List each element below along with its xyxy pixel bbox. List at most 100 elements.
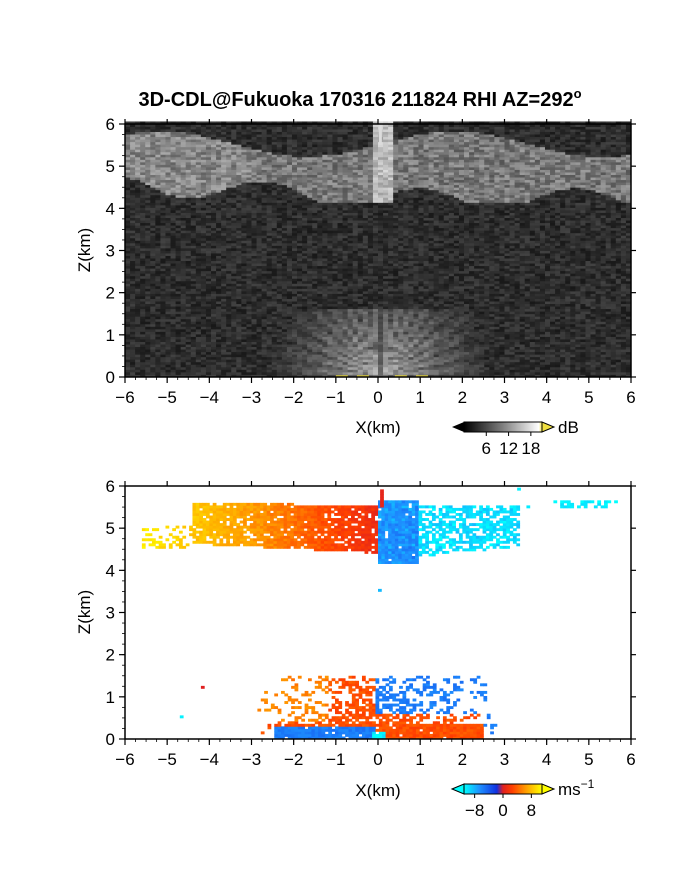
intensity-cell xyxy=(135,253,141,256)
intensity-cell xyxy=(185,151,192,155)
intensity-cell xyxy=(256,255,263,259)
intensity-cell xyxy=(160,371,166,375)
intensity-cell xyxy=(231,172,237,175)
intensity-cell xyxy=(165,346,171,350)
intensity-cell xyxy=(145,172,151,175)
intensity-cell xyxy=(327,247,333,251)
intensity-cell xyxy=(236,253,242,256)
intensity-cell xyxy=(170,202,176,206)
intensity-cell xyxy=(312,207,318,211)
intensity-cell xyxy=(332,301,338,305)
intensity-cell xyxy=(190,331,197,335)
intensity-cell xyxy=(135,301,141,305)
intensity-cell xyxy=(357,240,364,244)
intensity-cell xyxy=(205,258,212,262)
intensity-cell xyxy=(211,313,217,317)
intensity-cell xyxy=(286,222,293,226)
intensity-cell xyxy=(322,331,328,335)
intensity-cell xyxy=(155,192,161,196)
intensity-cell xyxy=(372,346,379,350)
intensity-cell xyxy=(145,161,151,165)
intensity-cell xyxy=(317,126,323,130)
intensity-cell xyxy=(165,187,171,191)
intensity-cell xyxy=(241,187,247,191)
intensity-cell xyxy=(170,134,176,138)
intensity-cell xyxy=(337,351,343,355)
intensity-cell xyxy=(251,275,257,279)
intensity-cell xyxy=(175,359,182,363)
intensity-cell xyxy=(195,204,202,208)
intensity-cell xyxy=(231,303,237,307)
intensity-cell xyxy=(170,275,176,279)
intensity-cell xyxy=(170,199,176,203)
intensity-cell xyxy=(170,341,176,345)
intensity-cell xyxy=(322,260,328,264)
intensity-cell xyxy=(256,359,263,363)
intensity-cell xyxy=(357,217,364,221)
intensity-cell xyxy=(357,351,364,355)
intensity-cell xyxy=(317,356,323,360)
intensity-cell xyxy=(190,230,197,234)
intensity-cell xyxy=(322,333,328,337)
intensity-cell xyxy=(236,131,242,135)
intensity-cell xyxy=(190,250,197,254)
intensity-cell xyxy=(332,344,338,348)
intensity-cell xyxy=(216,189,222,193)
intensity-cell xyxy=(256,151,263,155)
intensity-cell xyxy=(352,121,359,125)
intensity-cell xyxy=(150,288,156,292)
intensity-cell xyxy=(160,346,166,350)
intensity-cell xyxy=(332,323,338,327)
intensity-cell xyxy=(241,207,247,211)
intensity-cell xyxy=(281,167,288,170)
intensity-cell xyxy=(327,270,333,274)
intensity-cell xyxy=(241,351,247,355)
intensity-cell xyxy=(150,149,156,153)
intensity-cell xyxy=(362,192,369,196)
intensity-cell xyxy=(367,359,374,363)
intensity-cell xyxy=(297,217,303,221)
intensity-cell xyxy=(286,187,293,191)
intensity-cell xyxy=(185,202,192,206)
intensity-cell xyxy=(291,308,298,312)
intensity-cell xyxy=(180,232,187,236)
intensity-cell xyxy=(165,154,171,158)
intensity-cell xyxy=(261,210,268,213)
intensity-cell xyxy=(155,225,161,229)
intensity-cell xyxy=(327,308,333,312)
intensity-cell xyxy=(170,250,176,254)
intensity-cell xyxy=(236,124,242,127)
intensity-cell xyxy=(165,280,171,284)
intensity-cell xyxy=(145,192,151,196)
intensity-cell xyxy=(327,359,333,363)
intensity-cell xyxy=(297,134,303,138)
intensity-cell xyxy=(231,283,237,287)
intensity-cell xyxy=(246,290,252,294)
intensity-cell xyxy=(246,245,252,249)
intensity-cell xyxy=(312,161,318,165)
intensity-cell xyxy=(327,154,333,158)
intensity-cell xyxy=(170,189,176,193)
intensity-cell xyxy=(216,323,222,327)
intensity-cell xyxy=(261,242,268,246)
intensity-cell xyxy=(291,374,298,378)
intensity-cell xyxy=(160,187,166,191)
intensity-cell xyxy=(276,197,283,201)
intensity-cell xyxy=(226,194,232,198)
intensity-cell xyxy=(317,225,323,229)
intensity-cell xyxy=(211,192,217,196)
intensity-cell xyxy=(307,242,313,246)
intensity-cell xyxy=(297,151,303,155)
intensity-cell xyxy=(362,250,369,254)
intensity-cell xyxy=(200,296,207,299)
intensity-cell xyxy=(160,182,166,186)
intensity-cell xyxy=(362,371,369,375)
intensity-cell xyxy=(357,194,364,198)
intensity-cell xyxy=(347,242,354,246)
intensity-cell xyxy=(140,351,146,355)
intensity-cell xyxy=(160,220,166,224)
intensity-cell xyxy=(231,149,237,153)
intensity-cell xyxy=(175,156,182,160)
intensity-cell xyxy=(145,316,151,320)
intensity-cell xyxy=(195,253,202,256)
